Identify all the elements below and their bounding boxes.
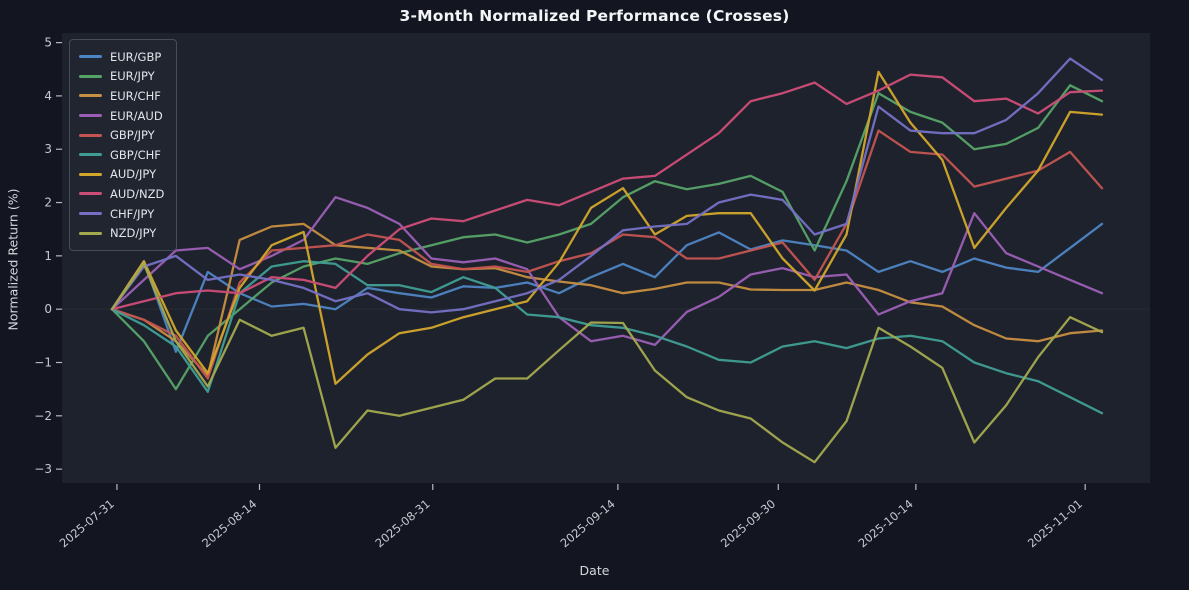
legend-swatch xyxy=(79,133,102,137)
legend-item-aud-jpy: AUD/JPY xyxy=(79,165,164,185)
x-tick-label: 2025-07-31 xyxy=(57,497,117,551)
series-line-nzd-jpy xyxy=(110,262,1104,464)
legend-swatch xyxy=(79,212,102,216)
y-tick-label: −1 xyxy=(34,356,52,370)
legend-label: AUD/JPY xyxy=(110,167,157,182)
legend-swatch xyxy=(79,153,102,157)
legend-item-aud-nzd: AUD/NZD xyxy=(79,184,164,204)
legend-label: CHF/JPY xyxy=(110,206,155,221)
y-tick-label: 3 xyxy=(44,142,52,156)
legend-label: GBP/CHF xyxy=(110,147,161,162)
legend-label: EUR/AUD xyxy=(110,108,163,123)
chart-title: 3-Month Normalized Performance (Crosses) xyxy=(399,7,790,25)
y-tick-label: 5 xyxy=(44,36,52,50)
legend-item-chf-jpy: CHF/JPY xyxy=(79,204,164,224)
legend-swatch xyxy=(79,172,102,176)
legend-label: EUR/CHF xyxy=(110,88,161,103)
legend-swatch xyxy=(79,74,102,78)
series-line-aud-nzd xyxy=(110,73,1104,311)
x-tick-label: 2025-09-14 xyxy=(558,497,618,551)
legend-swatch xyxy=(79,55,102,59)
y-tick-label: 2 xyxy=(44,196,52,210)
y-tick-label: 4 xyxy=(44,89,52,103)
series-line-aud-jpy xyxy=(110,70,1104,385)
y-tick-label: −3 xyxy=(34,462,52,476)
legend-item-eur-gbp: EUR/GBP xyxy=(79,47,164,67)
legend-item-eur-jpy: EUR/JPY xyxy=(79,67,164,87)
series-line-eur-aud xyxy=(110,196,1104,347)
x-tick-label: 2025-11-01 xyxy=(1025,497,1085,551)
series-line-chf-jpy xyxy=(110,57,1104,314)
legend-label: EUR/JPY xyxy=(110,69,155,84)
legend-swatch xyxy=(79,114,102,118)
legend-label: EUR/GBP xyxy=(110,49,162,64)
series-line-eur-chf xyxy=(110,222,1104,377)
legend-item-eur-aud: EUR/AUD xyxy=(79,106,164,126)
series-line-eur-gbp xyxy=(110,222,1104,353)
series-line-gbp-chf xyxy=(110,260,1104,415)
x-axis-label: Date xyxy=(579,563,610,578)
y-tick-label: −2 xyxy=(34,409,52,423)
legend-swatch xyxy=(79,94,102,98)
legend: EUR/GBP EUR/JPY EUR/CHF EUR/AUD GBP/JPY GBP/C… xyxy=(69,39,178,251)
legend-label: NZD/JPY xyxy=(110,226,157,241)
legend-swatch xyxy=(79,231,102,235)
y-tick-label: 0 xyxy=(44,302,52,316)
legend-item-gbp-jpy: GBP/JPY xyxy=(79,125,164,145)
x-tick-label: 2025-09-30 xyxy=(718,497,778,551)
legend-item-gbp-chf: GBP/CHF xyxy=(79,145,164,165)
series-line-eur-jpy xyxy=(110,84,1104,391)
legend-item-nzd-jpy: NZD/JPY xyxy=(79,223,164,243)
y-tick-label: 1 xyxy=(44,249,52,263)
legend-swatch xyxy=(79,192,102,196)
legend-label: GBP/JPY xyxy=(110,128,155,143)
x-tick-label: 2025-10-14 xyxy=(856,497,916,551)
x-tick-label: 2025-08-14 xyxy=(199,497,259,551)
legend-label: AUD/NZD xyxy=(110,186,165,201)
plot-area xyxy=(62,33,1150,483)
x-tick-label: 2025-08-31 xyxy=(372,497,432,551)
legend-item-eur-chf: EUR/CHF xyxy=(79,86,164,106)
